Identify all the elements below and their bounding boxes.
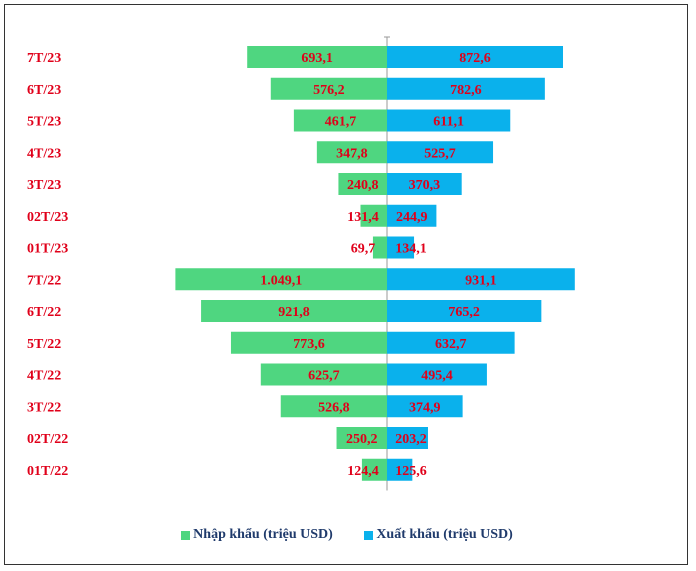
bar-export	[387, 141, 494, 164]
bar-export	[387, 236, 415, 259]
value-label-export: 134,1	[395, 242, 427, 257]
bar-export	[387, 77, 545, 100]
bar-export	[387, 427, 428, 449]
value-label-export: 203,2	[395, 432, 427, 447]
category-label: 3T/22	[27, 400, 61, 415]
category-label: 5T/23	[27, 115, 61, 130]
bar-import	[361, 458, 387, 481]
value-label-import: 131,4	[347, 210, 379, 225]
category-label: 4T/23	[27, 146, 61, 161]
value-label-export: 244,9	[396, 210, 428, 225]
category-label: 7T/23	[27, 51, 61, 66]
bar-import	[175, 268, 387, 291]
value-label-import: 773,6	[293, 337, 325, 352]
value-label-import: 921,8	[278, 305, 310, 320]
legend-label-export: Xuất khẩu (triệu USD)	[376, 527, 513, 542]
category-label: 5T/22	[27, 337, 61, 352]
value-label-export: 765,2	[448, 305, 480, 320]
bar-export	[387, 46, 564, 68]
category-label: 01T/22	[27, 464, 68, 479]
value-label-export: 611,1	[433, 115, 464, 130]
value-label-export: 370,3	[409, 178, 441, 193]
value-label-import: 250,2	[346, 432, 378, 447]
value-label-import: 1.049,1	[260, 273, 302, 288]
bar-export	[387, 363, 487, 386]
category-label: 02T/23	[27, 210, 68, 225]
legend-swatch-import	[181, 530, 191, 540]
bar-export	[387, 458, 413, 481]
bar-export	[387, 109, 511, 132]
value-label-export: 872,6	[459, 51, 491, 66]
bar-export	[387, 331, 515, 354]
bar-export	[387, 300, 542, 322]
value-label-export: 525,7	[424, 146, 456, 161]
bar-export	[387, 395, 463, 418]
value-label-import: 576,2	[313, 83, 345, 98]
diverging-bar-chart: 7T/23 693,1 872,6 6T/23 576,2 782,6 5T/23 461,7…	[27, 36, 575, 491]
category-label: 7T/22	[27, 273, 61, 288]
legend-item-export: Xuất khẩu (triệu USD)	[364, 527, 513, 543]
bar-import	[247, 46, 387, 68]
bar-import	[338, 173, 387, 195]
bar-import	[293, 109, 387, 132]
bar-import	[270, 77, 387, 100]
bar-export	[387, 268, 575, 291]
value-label-import: 347,8	[336, 146, 368, 161]
value-label-import: 461,7	[325, 115, 357, 130]
bar-import	[280, 395, 387, 418]
value-label-import: 69,7	[351, 242, 376, 257]
category-label: 02T/22	[27, 432, 68, 447]
category-label: 6T/22	[27, 305, 61, 320]
bar-import	[336, 427, 387, 449]
category-label: 6T/23	[27, 83, 61, 98]
value-label-export: 782,6	[450, 83, 482, 98]
bar-import	[230, 331, 387, 354]
value-label-import: 124,4	[347, 464, 379, 479]
value-label-export: 632,7	[435, 337, 467, 352]
bar-export	[387, 204, 437, 227]
legend-item-import: Nhập khẩu (triệu USD)	[181, 527, 333, 543]
category-label: 01T/23	[27, 242, 68, 257]
value-label-export: 374,9	[409, 400, 441, 415]
bar-import	[360, 204, 387, 227]
value-label-export: 125,6	[395, 464, 427, 479]
value-label-import: 526,8	[318, 400, 350, 415]
value-label-import: 240,8	[347, 178, 379, 193]
legend-label-import: Nhập khẩu (triệu USD)	[193, 527, 333, 542]
value-label-export: 931,1	[465, 273, 497, 288]
bar-import	[260, 363, 387, 386]
value-label-import: 693,1	[301, 51, 333, 66]
bar-export	[387, 173, 462, 195]
category-label: 4T/22	[27, 369, 61, 384]
value-label-export: 495,4	[421, 369, 453, 384]
bar-import	[201, 300, 387, 322]
category-label: 3T/23	[27, 178, 61, 193]
value-label-import: 625,7	[308, 369, 340, 384]
chart-frame: 7T/23 693,1 872,6 6T/23 576,2 782,6 5T/23 461,7…	[4, 4, 688, 565]
bar-import	[316, 141, 387, 164]
legend-swatch-export	[364, 530, 374, 540]
bar-import	[372, 236, 387, 259]
legend: Nhập khẩu (triệu USD) Xuất khẩu (triệu U…	[5, 527, 689, 545]
